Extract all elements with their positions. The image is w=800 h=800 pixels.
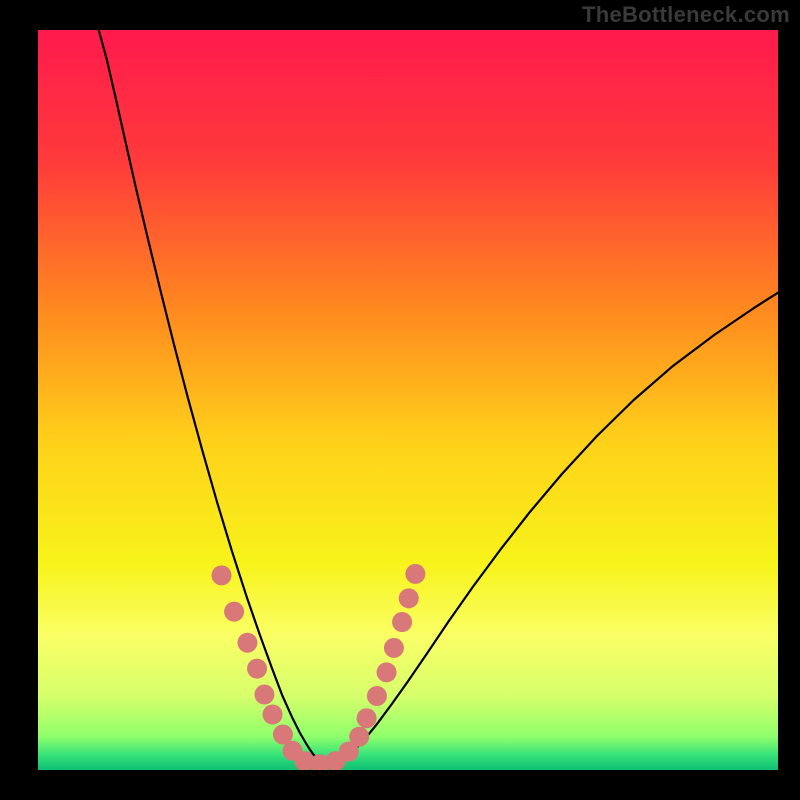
- marker-dot: [247, 659, 267, 679]
- marker-dot: [405, 564, 425, 584]
- marker-dot: [392, 612, 412, 632]
- watermark-text: TheBottleneck.com: [582, 2, 790, 28]
- marker-dot: [237, 633, 257, 653]
- marker-dot: [399, 588, 419, 608]
- marker-dot: [212, 565, 232, 585]
- marker-dot: [367, 686, 387, 706]
- marker-dot: [254, 685, 274, 705]
- plot-area: [38, 30, 778, 770]
- marker-dot: [224, 602, 244, 622]
- marker-dot: [263, 705, 283, 725]
- marker-dot: [349, 727, 369, 747]
- marker-dot: [384, 638, 404, 658]
- marker-dot: [377, 662, 397, 682]
- chart-svg: [38, 30, 778, 770]
- gradient-background: [38, 30, 778, 770]
- marker-dot: [357, 708, 377, 728]
